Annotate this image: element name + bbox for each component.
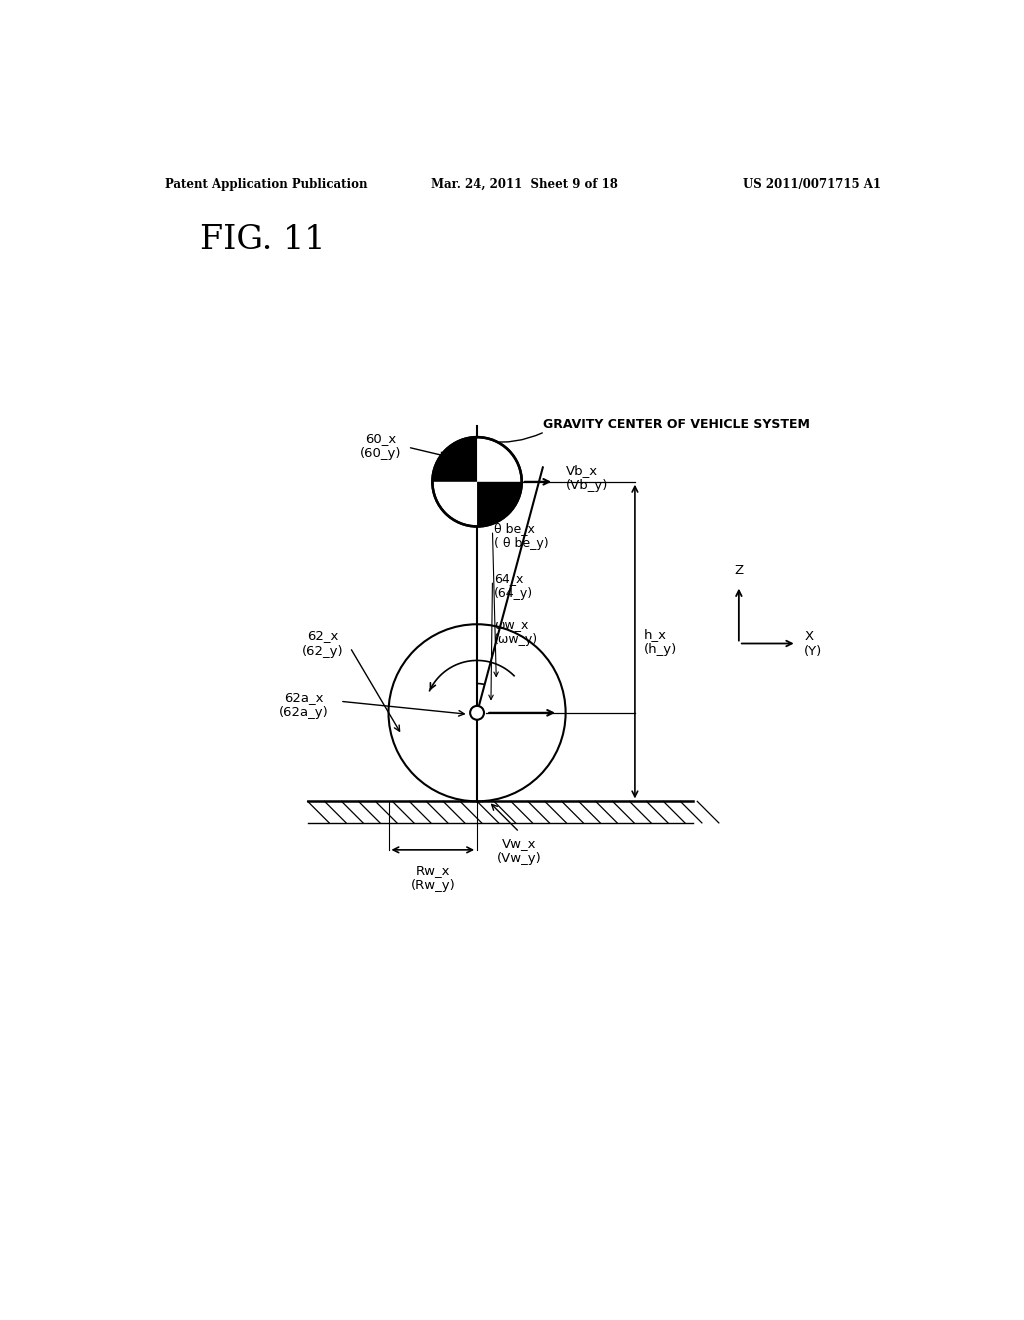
Circle shape xyxy=(470,706,484,719)
Text: Vb_x
(Vb_y): Vb_x (Vb_y) xyxy=(565,463,608,492)
Text: GRAVITY CENTER OF VEHICLE SYSTEM: GRAVITY CENTER OF VEHICLE SYSTEM xyxy=(543,417,809,430)
Text: X
(Y): X (Y) xyxy=(804,630,822,657)
Text: 60_x
(60_y): 60_x (60_y) xyxy=(360,432,401,459)
Text: US 2011/0071715 A1: US 2011/0071715 A1 xyxy=(743,178,882,190)
Text: FIG. 11: FIG. 11 xyxy=(200,224,326,256)
Text: ωw_x
(ωw_y): ωw_x (ωw_y) xyxy=(494,618,539,645)
Text: Z: Z xyxy=(734,564,743,577)
Text: Patent Application Publication: Patent Application Publication xyxy=(165,178,368,190)
Text: 62_x
(62_y): 62_x (62_y) xyxy=(302,630,344,657)
Text: h_x
(h_y): h_x (h_y) xyxy=(644,627,678,656)
Circle shape xyxy=(432,437,521,527)
Text: 64_x
(64_y): 64_x (64_y) xyxy=(494,572,534,599)
Text: θ be_x
( θ be_y): θ be_x ( θ be_y) xyxy=(494,521,549,549)
Text: 62a_x
(62a_y): 62a_x (62a_y) xyxy=(279,692,329,719)
Text: Rw_x
(Rw_y): Rw_x (Rw_y) xyxy=(411,863,455,892)
Wedge shape xyxy=(477,482,521,527)
Text: Mar. 24, 2011  Sheet 9 of 18: Mar. 24, 2011 Sheet 9 of 18 xyxy=(431,178,618,190)
Text: Vw_x
(Vw_y): Vw_x (Vw_y) xyxy=(497,837,542,865)
Wedge shape xyxy=(432,437,477,482)
